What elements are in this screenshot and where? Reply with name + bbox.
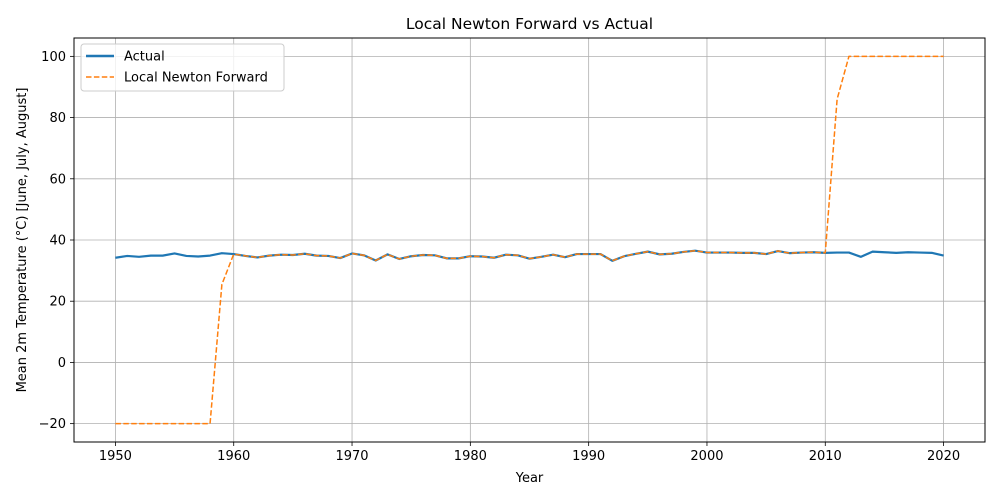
legend-box — [80, 43, 285, 92]
y-tick-label: 100 — [41, 50, 66, 65]
plot-area — [73, 37, 986, 443]
x-tick-label: 2020 — [927, 449, 960, 464]
x-tick-label: 1990 — [572, 449, 605, 464]
y-tick-label: 40 — [49, 234, 66, 249]
grid-lines — [74, 38, 985, 442]
x-axis: 1950 1960 1970 1980 1990 2000 2010 2020 — [99, 442, 960, 464]
series-lines — [115, 55, 944, 425]
y-tick-label: 60 — [49, 172, 66, 187]
y-tick-label: 0 — [58, 356, 66, 371]
x-tick-label: 1950 — [99, 449, 132, 464]
x-tick-label: 2000 — [690, 449, 723, 464]
x-tick-label: 1980 — [454, 449, 487, 464]
chart-title: Local Newton Forward vs Actual — [406, 15, 653, 33]
legend-label-newton: Local Newton Forward — [124, 71, 268, 86]
series-line-local-newton-forward — [115, 55, 944, 425]
legend-label-actual: Actual — [124, 50, 165, 65]
x-axis-label: Year — [515, 471, 544, 486]
legend: Actual Local Newton Forward — [80, 43, 285, 92]
y-tick-label: 20 — [49, 295, 66, 310]
x-tick-label: 1970 — [335, 449, 368, 464]
y-axis-label: Mean 2m Temperature (°C) [June, July, Au… — [15, 88, 30, 393]
x-tick-label: 1960 — [217, 449, 250, 464]
y-axis: −20 0 20 40 60 80 100 — [39, 50, 74, 432]
y-tick-label: −20 — [39, 417, 66, 432]
x-tick-label: 2010 — [809, 449, 842, 464]
y-tick-label: 80 — [49, 111, 66, 126]
